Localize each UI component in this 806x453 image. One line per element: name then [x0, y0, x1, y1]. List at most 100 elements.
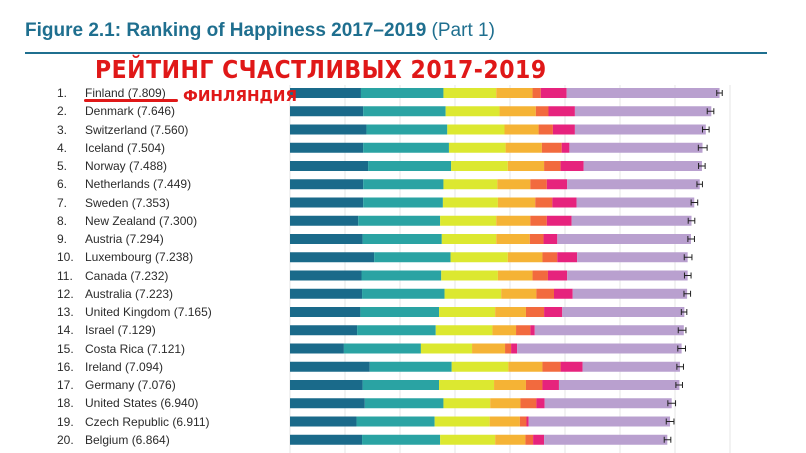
error-bar — [676, 363, 684, 370]
bar-segment-7 — [571, 215, 692, 226]
bar-segment-7 — [558, 380, 680, 390]
bar-segment-1 — [290, 106, 364, 117]
bar-segment-1 — [290, 215, 359, 226]
row-label: 7. Sweden (7.353) — [57, 194, 170, 212]
rank-number: 13. — [57, 305, 74, 319]
bar-segment-1 — [290, 252, 375, 263]
bar-segment-1 — [290, 270, 362, 281]
bar-segment-2 — [369, 361, 452, 372]
country-label: Luxembourg (7.238) — [85, 250, 194, 265]
bar-segment-3 — [420, 343, 473, 354]
bar-segment-1 — [290, 197, 364, 208]
row-label: 15. Costa Rica (7.121) — [57, 340, 185, 358]
bar-segment-5 — [532, 270, 548, 281]
row-label: 20. Belgium (6.864) — [57, 431, 170, 449]
bar-segment-6 — [560, 161, 584, 171]
bar-segment-3 — [440, 215, 497, 226]
bar-segment-7 — [562, 307, 685, 317]
rank-number: 16. — [57, 359, 74, 374]
bar-segment-2 — [358, 215, 441, 226]
bar-segment-7 — [517, 343, 682, 354]
row-label: 11. Canada (7.232) — [57, 267, 168, 285]
bar-segment-5 — [530, 179, 547, 190]
bar-segment-5 — [536, 288, 554, 299]
bar-segment-6 — [546, 179, 568, 190]
bar-segment-2 — [364, 398, 444, 409]
bar-segment-5 — [542, 361, 561, 372]
rank-number: 1. — [57, 86, 68, 100]
bar-segment-1 — [290, 380, 363, 390]
bar-segment-3 — [434, 416, 490, 427]
bar-segment-7 — [574, 124, 706, 135]
overlay-annotation-title: РЕЙТИНГ СЧАСТЛИВЫХ 2017-2019 — [95, 56, 547, 85]
bar-segment-5 — [505, 343, 512, 354]
rank-number: 2. — [57, 104, 68, 119]
bar-segment-6 — [533, 434, 545, 445]
error-bar — [675, 382, 683, 388]
bar-segment-5 — [541, 142, 562, 153]
error-bar — [690, 199, 699, 206]
rank-number: 17. — [57, 378, 74, 392]
row-label: 3. Switzerland (7.560) — [57, 121, 188, 139]
rank-number: 14. — [57, 323, 74, 338]
bar-segment-2 — [360, 88, 444, 98]
bar-segment-6 — [544, 307, 563, 317]
error-bar — [687, 236, 695, 242]
bar-segment-5 — [525, 380, 543, 390]
bar-segment-7 — [569, 142, 703, 153]
bar-segment-6 — [526, 416, 529, 427]
error-bar — [677, 345, 687, 352]
rank-number: 4. — [57, 140, 68, 155]
bar-segment-3 — [441, 234, 497, 244]
bar-segment-4 — [496, 215, 531, 226]
row-label: 16. Ireland (7.094) — [57, 358, 163, 376]
bar-segment-4 — [497, 197, 536, 208]
rank-number: 7. — [57, 195, 68, 210]
country-label: Switzerland (7.560) — [85, 122, 189, 137]
error-bar — [665, 418, 675, 425]
row-label: 6. Netherlands (7.449) — [57, 175, 191, 193]
overlay-annotation-finland: ФИНЛЯНДИЯ — [183, 87, 298, 105]
bar-segment-4 — [494, 380, 526, 390]
bar-segment-4 — [501, 288, 537, 299]
country-label: United States (6.940) — [85, 396, 199, 411]
bar-segment-7 — [566, 88, 720, 98]
bar-segment-1 — [290, 434, 363, 445]
bar-segment-3 — [441, 270, 498, 281]
row-label: 2. Denmark (7.646) — [57, 102, 175, 120]
bar-segment-2 — [374, 252, 451, 263]
row-label: 13. United Kingdom (7.165) — [57, 303, 212, 321]
title-divider — [25, 52, 767, 54]
bar-segment-2 — [361, 270, 442, 281]
bar-segment-1 — [290, 179, 364, 190]
country-label: Canada (7.232) — [85, 268, 169, 283]
bar-segment-2 — [363, 179, 444, 190]
row-label: 1. Finland (7.809) — [57, 84, 166, 102]
bar-segment-7 — [528, 416, 671, 427]
bar-segment-6 — [542, 380, 559, 390]
country-label: Netherlands (7.449) — [85, 177, 192, 192]
country-label: Australia (7.223) — [85, 286, 174, 301]
bar-segment-6 — [552, 197, 577, 208]
bar-segment-2 — [363, 142, 449, 153]
bar-segment-5 — [544, 161, 561, 171]
bar-segment-4 — [505, 142, 542, 153]
bar-segment-6 — [536, 398, 545, 409]
bar-segment-1 — [290, 142, 364, 153]
error-bar — [683, 272, 692, 279]
bar-segment-3 — [442, 197, 498, 208]
bar-segment-2 — [366, 124, 448, 135]
country-label: Austria (7.294) — [85, 232, 164, 246]
bar-segment-5 — [535, 197, 553, 208]
bar-segment-1 — [290, 361, 370, 372]
country-label: Sweden (7.353) — [85, 195, 170, 210]
bar-segment-5 — [538, 124, 553, 135]
bar-segment-7 — [544, 398, 672, 409]
bar-segment-7 — [576, 197, 695, 208]
rank-number: 20. — [57, 432, 74, 447]
bar-segment-5 — [525, 434, 534, 445]
country-label: New Zealand (7.300) — [85, 213, 198, 228]
rank-number: 15. — [57, 341, 74, 356]
bar-segment-6 — [552, 124, 575, 135]
error-bar — [697, 144, 708, 151]
